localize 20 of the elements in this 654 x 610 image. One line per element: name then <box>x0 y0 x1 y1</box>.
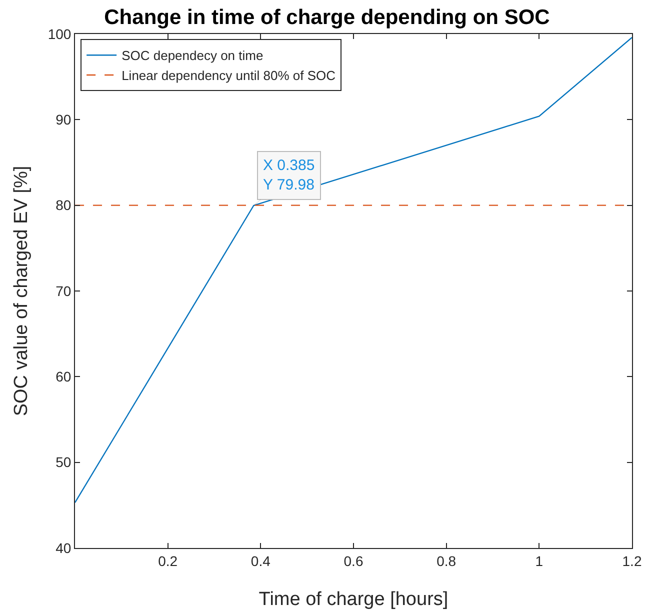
y-axis-title: SOC value of charged EV [%] <box>11 166 32 416</box>
y-tick-label: 80 <box>56 197 72 214</box>
chart-title: Change in time of charge depending on SOC <box>104 6 550 29</box>
x-tick-label: 0.2 <box>158 552 178 569</box>
y-tick-label: 100 <box>48 26 72 42</box>
x-tick-label: 0.4 <box>250 552 271 569</box>
x-axis-title: Time of charge [hours] <box>258 589 448 610</box>
legend-label: Linear dependency until 80% of SOC <box>122 68 336 84</box>
y-tick-label: 60 <box>56 368 72 385</box>
x-tick-label: 1 <box>535 552 544 569</box>
y-tick-label: 70 <box>56 282 72 299</box>
legend-label: SOC dependecy on time <box>122 48 264 64</box>
y-tick-label: 40 <box>56 540 72 556</box>
annotation: X 0.385 Y 79.98 <box>263 157 315 194</box>
line-series <box>75 36 632 504</box>
y-tick-label: 50 <box>56 454 72 470</box>
y-tick-label: 90 <box>56 112 72 128</box>
x-tick-label: 0.6 <box>344 552 364 569</box>
x-tick-label: 1.2 <box>622 552 642 569</box>
x-tick-label: 0.8 <box>436 552 456 569</box>
